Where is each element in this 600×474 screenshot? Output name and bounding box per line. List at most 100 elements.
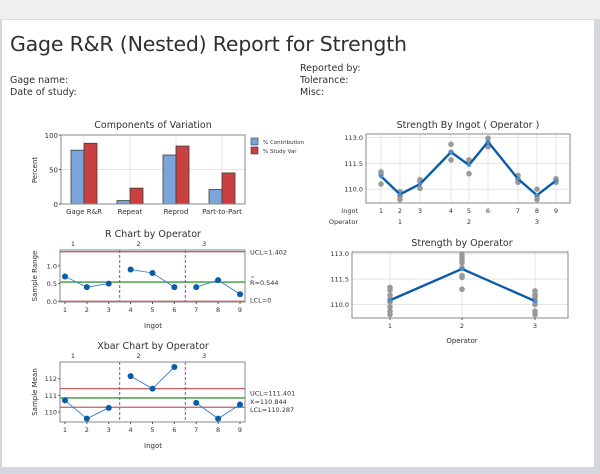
ingot-tick-label: 1 — [379, 207, 383, 215]
plot-frame — [351, 251, 569, 319]
data-point — [105, 404, 112, 411]
ingot-tick-label: 7 — [516, 207, 520, 215]
data-point — [215, 415, 222, 422]
plot-frame — [365, 133, 571, 204]
x-tick-label: 7 — [194, 306, 198, 314]
mean-point — [449, 150, 453, 155]
group-label: 1 — [71, 352, 75, 360]
observation-point — [459, 260, 465, 266]
mean-point — [388, 298, 392, 303]
ingot-tick-label: 9 — [554, 207, 558, 215]
x-tick-label: 2 — [85, 426, 89, 434]
ingot-tick-label: 4 — [449, 207, 453, 215]
x-tick-label: 5 — [150, 306, 154, 314]
x-tick-label: 4 — [129, 306, 133, 314]
x-tick-label: 3 — [107, 306, 111, 314]
data-point — [149, 385, 156, 392]
y-tick-label: 111 — [45, 392, 57, 400]
y-tick-label: 112 — [45, 375, 57, 383]
observation-point — [532, 311, 538, 318]
operator-row-label: Operator — [329, 218, 358, 226]
observation-point — [466, 170, 472, 177]
observation-point — [534, 186, 540, 192]
x-axis-label: Operator — [446, 337, 477, 345]
x-tick-label: Part-to-Part — [202, 208, 242, 216]
bar-study-var — [221, 172, 236, 205]
mean-point — [398, 192, 402, 197]
chart-title: R Chart by Operator — [105, 229, 201, 240]
mean-point — [467, 163, 471, 168]
bar-study-var — [175, 145, 190, 205]
observation-point — [387, 287, 393, 293]
x-tick-label: Repeat — [118, 208, 143, 216]
group-label: 1 — [71, 240, 75, 248]
mean-point — [554, 178, 558, 183]
observation-point — [532, 301, 538, 308]
observation-point — [448, 141, 454, 148]
operator-tick-label: 2 — [467, 218, 471, 226]
x-axis-label: Ingot — [144, 442, 162, 450]
mean-point — [535, 193, 539, 198]
data-point — [62, 397, 68, 404]
x-tick-label: Gage R&R — [66, 208, 102, 216]
date-of-study-label: Date of study: — [10, 87, 77, 98]
bar-contribution — [70, 149, 85, 205]
x-tick-label: Reprod — [164, 208, 189, 216]
reported-by-label: Reported by: — [300, 63, 361, 74]
operator-tick-label: 3 — [535, 218, 539, 226]
group-label: 3 — [202, 240, 206, 248]
gage-name-label: Gage name: — [10, 75, 69, 86]
bar-study-var — [129, 187, 144, 205]
plot-frame — [59, 361, 246, 423]
data-point — [237, 401, 243, 408]
y-axis-label: Percent — [31, 157, 39, 184]
strength-by-operator-chart: Strength by Operator 110.0 111.5 113.0 1 2 3 Op… — [330, 238, 569, 345]
data-point — [105, 280, 112, 287]
y-tick-label: 0.5 — [47, 280, 57, 288]
lcl-label: LCL=0 — [250, 296, 271, 304]
window-top-bar — [0, 0, 600, 20]
x-tick-label: 3 — [107, 426, 111, 434]
ingot-tick-label: 2 — [398, 207, 402, 215]
mean-point — [418, 182, 422, 187]
mean-point — [379, 174, 383, 179]
x-tick-label: 2 — [85, 306, 89, 314]
observation-point — [485, 135, 491, 142]
y-axis-label: Sample Mean — [31, 368, 39, 416]
data-point — [171, 284, 178, 291]
group-label: 2 — [137, 240, 141, 248]
x-tick-label: 2 — [460, 322, 464, 330]
data-point — [171, 364, 178, 370]
chart-title: Strength by Operator — [411, 238, 512, 249]
tolerance-label: Tolerance: — [300, 75, 349, 86]
group-label: 3 — [202, 352, 206, 360]
ingot-row-label: Ingot — [341, 207, 358, 215]
ucl-label: UCL=111.401 — [250, 390, 295, 398]
x-tick-label: 1 — [63, 426, 67, 434]
observation-point — [459, 286, 465, 293]
x-tick-label: 4 — [129, 426, 133, 434]
y-tick-label: 0 — [54, 201, 58, 209]
data-point — [237, 291, 243, 298]
y-tick-label: 110.0 — [344, 186, 363, 194]
bar-contribution — [162, 154, 177, 205]
observation-point — [534, 196, 540, 203]
y-tick-label: 0.0 — [47, 298, 57, 306]
x-tick-label: 9 — [238, 306, 242, 314]
ingot-tick-label: 6 — [486, 207, 490, 215]
y-tick-label: 110.0 — [330, 301, 349, 309]
observation-point — [397, 196, 403, 203]
center-label: R=0.544 — [250, 279, 279, 287]
bar-contribution — [116, 200, 131, 205]
data-point — [193, 284, 200, 291]
bar-contribution — [208, 189, 223, 205]
report-page — [2, 20, 594, 467]
ingot-tick-label: 5 — [467, 207, 471, 215]
strength-by-ingot-chart: Strength By Ingot ( Operator ) 110.0 111.5… — [329, 120, 571, 226]
observation-point — [387, 292, 393, 298]
observation-point — [485, 144, 491, 150]
x-axis-label: Ingot — [144, 322, 162, 330]
x-tick-label: 8 — [216, 306, 220, 314]
data-point — [149, 269, 156, 276]
x-tick-label: 6 — [172, 426, 176, 434]
